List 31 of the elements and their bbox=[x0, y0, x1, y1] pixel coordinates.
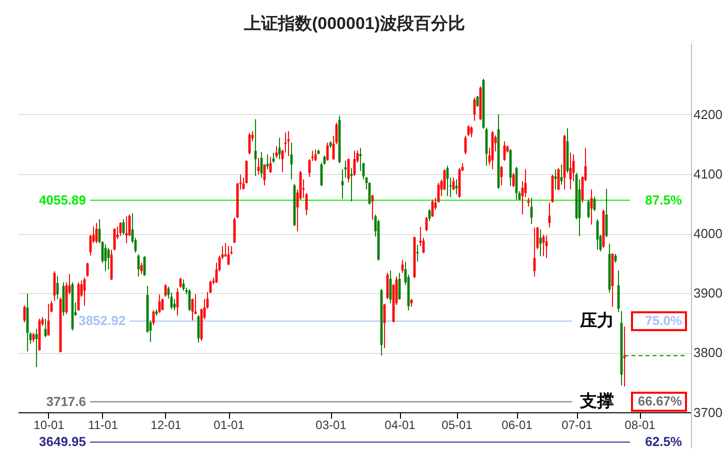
ref-line-label: 4055.89 bbox=[39, 192, 86, 208]
x-tick-label: 04-01 bbox=[384, 418, 416, 432]
x-tick-label: 10-01 bbox=[34, 418, 65, 432]
y2-tick-label: 66.67% bbox=[638, 394, 682, 409]
y2-tick-label: 87.5% bbox=[645, 192, 682, 208]
x-tick-label: 12-01 bbox=[150, 418, 182, 432]
y2-tick-label: 62.5% bbox=[645, 434, 682, 450]
x-tick-label: 06-01 bbox=[502, 418, 533, 432]
annotation: 压力 bbox=[579, 311, 614, 330]
y-tick-label: 4100 bbox=[694, 166, 722, 182]
candlestick bbox=[350, 168, 353, 202]
x-tick-label: 08-01 bbox=[624, 418, 656, 432]
ref-line-label: 3649.95 bbox=[39, 434, 86, 450]
chart-title: 上证指数(000001)波段百分比 bbox=[242, 14, 466, 33]
ref-line-label: 3717.6 bbox=[46, 394, 86, 409]
candlestick bbox=[341, 168, 344, 200]
y-tick-label: 3800 bbox=[694, 345, 722, 360]
x-tick-label: 01-01 bbox=[214, 418, 245, 432]
y2-tick-label: 75.0% bbox=[645, 313, 682, 328]
ref-line-label: 3852.92 bbox=[78, 313, 126, 328]
x-tick-label: 03-01 bbox=[316, 418, 347, 432]
x-tick-label: 05-01 bbox=[442, 418, 473, 432]
x-tick-label: 11-01 bbox=[88, 418, 118, 432]
candlestick bbox=[344, 160, 347, 178]
x-tick-label: 07-01 bbox=[562, 418, 593, 432]
candlestick bbox=[287, 130, 290, 157]
annotation: 支撑 bbox=[579, 392, 614, 411]
y-tick-label: 3700 bbox=[694, 404, 722, 420]
y-tick-label: 3900 bbox=[694, 286, 722, 301]
y-tick-label: 4000 bbox=[694, 226, 722, 242]
y-tick-label: 4200 bbox=[694, 106, 722, 122]
